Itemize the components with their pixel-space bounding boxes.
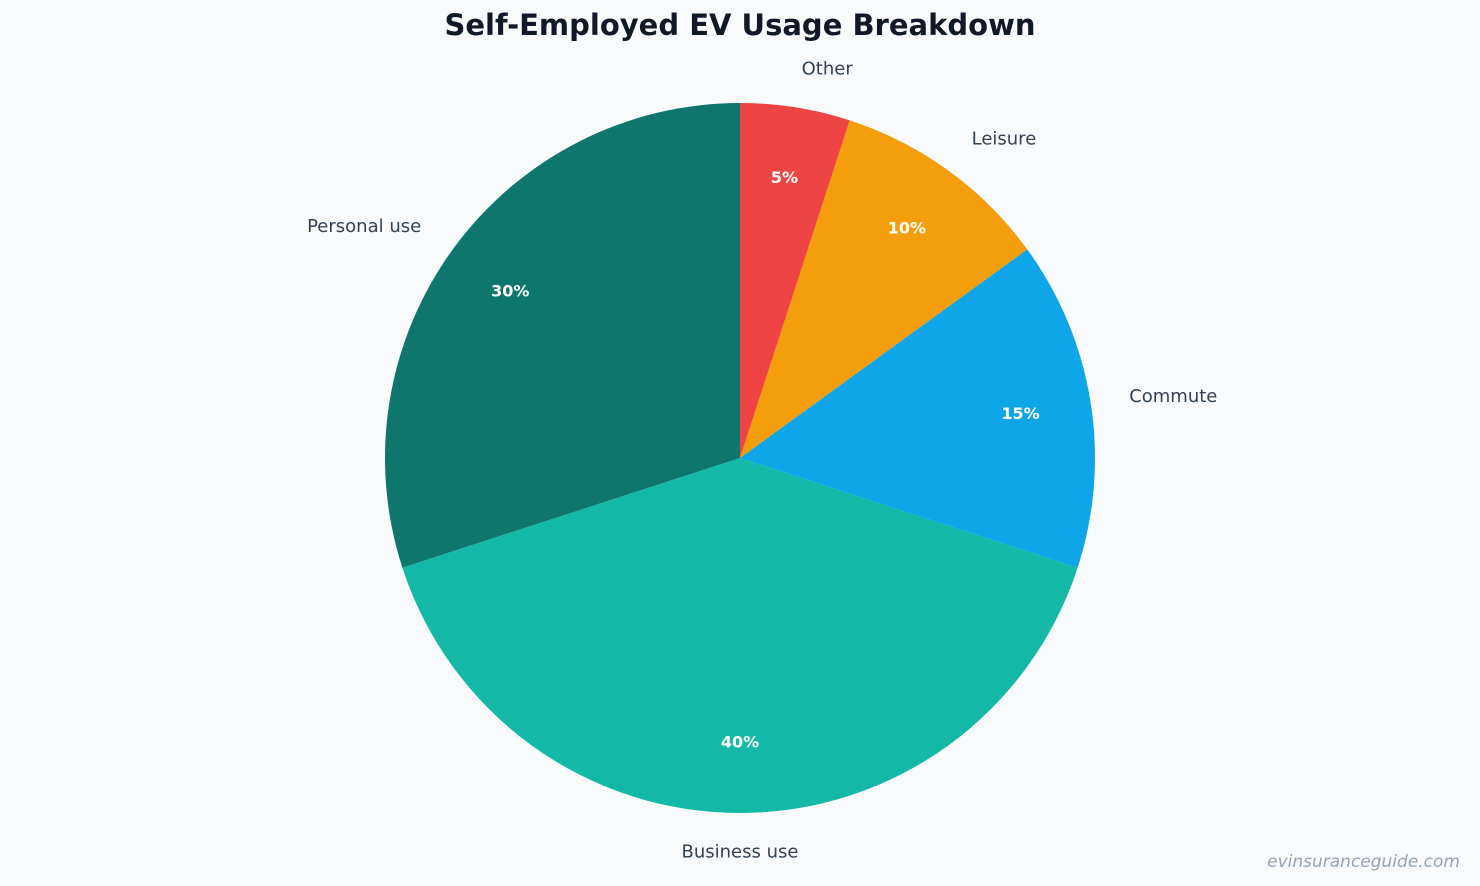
pct-label-personal-use: 30% [491,282,529,301]
category-label-commute: Commute [1129,386,1217,407]
category-label-other: Other [802,58,854,79]
chart-title: Self-Employed EV Usage Breakdown [444,8,1036,42]
pct-label-commute: 15% [1001,404,1039,423]
pie-slice-other [740,103,850,458]
pie-slice-leisure [740,120,1028,458]
pct-label-other: 5% [771,168,798,187]
category-label-leisure: Leisure [972,129,1037,150]
watermark: evinsuranceguide.com [1267,852,1460,872]
pie-slice-business-use [402,458,1078,814]
category-label-business-use: Business use [682,842,799,863]
category-label-personal-use: Personal use [307,216,421,237]
pct-label-business-use: 40% [721,733,759,752]
pct-label-leisure: 10% [888,219,926,238]
pie-slice-personal-use [384,103,740,568]
pie-slice-commute [740,249,1095,568]
